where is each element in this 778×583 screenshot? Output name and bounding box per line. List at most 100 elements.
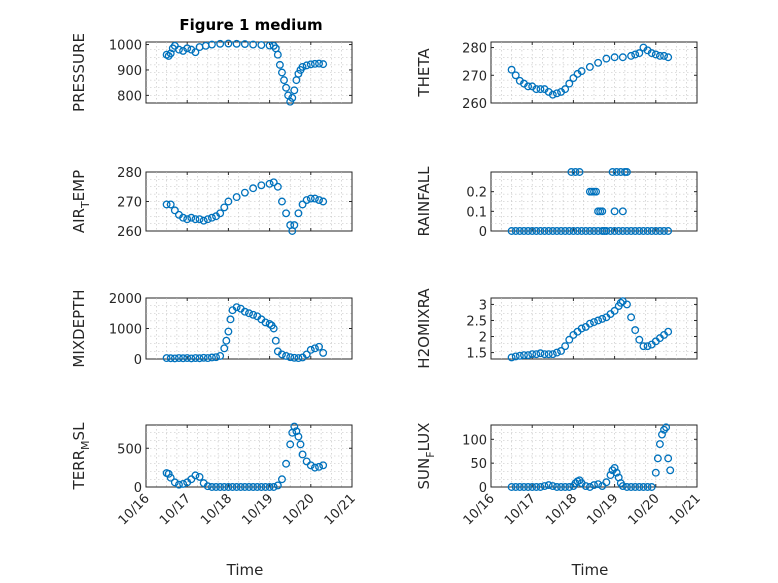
data-point (653, 454, 662, 463)
data-point (257, 181, 266, 190)
y-tick-label: 900 (117, 64, 142, 79)
data-point (581, 227, 590, 235)
data-point (666, 466, 675, 475)
data-point (536, 349, 545, 358)
data-point (265, 179, 274, 188)
data-point (594, 316, 603, 325)
data-point (658, 430, 666, 439)
data-point (520, 351, 528, 360)
data-point (228, 483, 237, 491)
y-axis-label: THETA (415, 48, 433, 98)
x-tick-label: 10/21 (667, 491, 704, 528)
data-point (310, 344, 319, 353)
data-point (224, 483, 233, 491)
data-point (552, 483, 561, 491)
data-point (528, 350, 537, 359)
data-point (664, 327, 673, 336)
data-point (226, 315, 235, 324)
data-point (548, 350, 557, 359)
data-point (245, 309, 253, 318)
data-point (170, 478, 179, 487)
data-point (635, 227, 644, 235)
data-point (278, 350, 286, 359)
data-point (236, 483, 245, 491)
data-point (528, 227, 537, 235)
data-point (207, 483, 216, 491)
y-tick-label: 3 (479, 298, 487, 313)
data-point (598, 314, 607, 323)
data-point (183, 215, 192, 224)
y-tick-label: 500 (117, 442, 142, 457)
data-point (170, 354, 179, 363)
data-point (306, 345, 315, 354)
data-point (610, 463, 619, 472)
x-tick-label: 10/17 (502, 491, 539, 528)
data-point (639, 227, 648, 235)
data-point (507, 483, 516, 491)
data-point (302, 350, 311, 359)
data-point (222, 336, 231, 345)
data-point (183, 354, 192, 363)
y-axis-label: AIRTEMP (70, 170, 92, 233)
data-point (610, 207, 619, 216)
data-point (286, 97, 295, 106)
data-point (298, 62, 307, 71)
data-point (273, 182, 282, 191)
data-point (179, 354, 188, 363)
y-axis-label: RAINFALL (415, 166, 433, 237)
data-point (207, 353, 216, 362)
data-point (631, 483, 640, 491)
data-point (195, 472, 204, 481)
data-point (623, 227, 631, 235)
data-point (561, 483, 570, 491)
data-point (511, 71, 520, 80)
data-point (191, 215, 200, 224)
data-point (581, 482, 590, 490)
data-point (664, 227, 673, 235)
data-point (216, 352, 225, 360)
data-point (511, 483, 520, 491)
data-point (627, 313, 636, 322)
y-tick-label: 280 (117, 166, 142, 181)
data-point (224, 39, 233, 48)
data-point (594, 58, 603, 67)
data-point (175, 354, 183, 363)
data-point (557, 483, 565, 491)
data-point (179, 479, 188, 488)
data-point (278, 475, 286, 484)
data-point (643, 227, 652, 235)
data-point (203, 354, 212, 363)
data-point (631, 326, 640, 335)
data-point (273, 50, 282, 59)
data-point (635, 335, 644, 344)
data-point (585, 319, 594, 328)
data-point (520, 227, 528, 235)
y-axis-label: SUNFLUX (415, 423, 437, 490)
data-point (552, 89, 561, 98)
data-point (187, 213, 196, 222)
data-point (532, 85, 541, 94)
data-point (164, 469, 173, 478)
data-point (240, 40, 249, 48)
data-point (199, 353, 208, 362)
data-point (662, 423, 671, 432)
data-point (220, 203, 229, 212)
data-point (257, 483, 266, 491)
data-point (660, 425, 668, 434)
data-point (623, 300, 631, 309)
data-point (612, 468, 621, 477)
data-point (536, 85, 545, 94)
y-tick-label: 0.2 (466, 186, 487, 201)
data-point (623, 483, 631, 491)
data-point (639, 483, 648, 491)
data-point (195, 354, 204, 363)
data-point (249, 310, 258, 319)
data-point (569, 227, 578, 235)
y-tick-label: 2000 (109, 292, 142, 307)
data-point (278, 197, 286, 206)
data-point (294, 354, 303, 363)
data-point (561, 227, 570, 235)
data-point (544, 227, 553, 235)
x-tick-label: 10/20 (626, 491, 663, 528)
